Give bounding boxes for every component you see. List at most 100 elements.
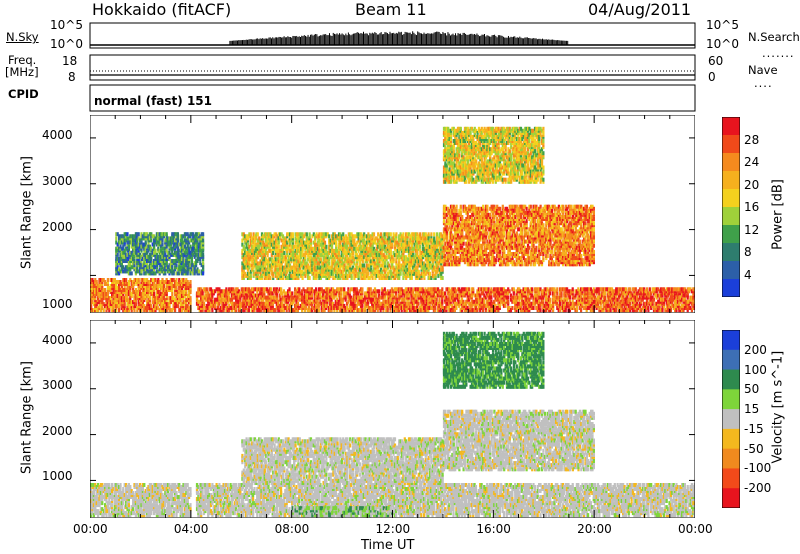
power-cell <box>494 295 497 300</box>
power-cell <box>636 293 639 298</box>
power-cell <box>253 242 257 247</box>
power-cell <box>424 306 427 310</box>
power-cell <box>262 240 265 245</box>
power-cell <box>312 306 315 310</box>
power-cell <box>626 299 629 304</box>
power-cell <box>241 242 244 247</box>
power-cell <box>251 238 254 243</box>
power-cell <box>377 232 380 237</box>
power-cell <box>343 236 346 241</box>
power-cell <box>675 301 678 306</box>
power-cell <box>651 303 654 308</box>
power-cell <box>261 303 264 308</box>
power-cell <box>659 295 663 300</box>
power-cell <box>277 289 280 294</box>
power-cell <box>309 248 313 253</box>
power-cell <box>372 261 376 266</box>
power-cell <box>299 293 302 298</box>
power-cell <box>504 293 507 298</box>
power-cell <box>575 308 578 313</box>
power-cell <box>276 276 279 280</box>
power-cell <box>575 291 578 296</box>
power-cell <box>309 293 312 298</box>
power-cell <box>284 293 287 298</box>
power-cell <box>300 253 303 258</box>
power-cell <box>216 301 220 306</box>
power-cell <box>136 306 139 311</box>
power-cell <box>139 302 142 307</box>
power-cell <box>281 267 285 272</box>
power-cell <box>652 306 656 310</box>
power-cell <box>353 257 356 262</box>
power-cell <box>324 306 328 310</box>
power-cell <box>474 306 478 310</box>
power-cell <box>259 301 262 306</box>
power-cell <box>533 293 536 298</box>
power-cell <box>290 244 293 249</box>
power-cell <box>270 287 273 292</box>
power-cell <box>287 255 290 260</box>
power-cell <box>390 293 393 298</box>
power-cell <box>438 293 441 298</box>
power-cell <box>560 297 563 302</box>
power-cell <box>400 303 403 308</box>
power-cell <box>654 301 657 306</box>
power-cell <box>325 276 328 280</box>
power-cell <box>431 293 434 298</box>
power-cell <box>578 295 581 300</box>
power-cell <box>245 255 248 260</box>
power-cell <box>264 303 267 308</box>
power-cell <box>259 271 262 276</box>
power-cell <box>335 234 338 239</box>
power-cell <box>301 263 304 268</box>
power-cell <box>188 296 191 301</box>
power-cell <box>302 295 305 300</box>
power-cell <box>219 295 222 300</box>
power-cell <box>574 289 577 294</box>
power-cell <box>112 288 115 292</box>
power-cell <box>378 242 381 247</box>
power-cell <box>252 303 255 308</box>
power-cell <box>253 263 257 268</box>
power-cell <box>364 269 367 274</box>
power-cell <box>526 308 529 313</box>
power-cell <box>285 291 288 296</box>
power-cell <box>204 293 207 298</box>
power-cell <box>111 278 114 282</box>
power-cell <box>501 287 504 292</box>
power-cell <box>325 248 328 253</box>
power-cell <box>657 287 660 292</box>
power-cell <box>160 298 163 303</box>
power-cell <box>235 287 238 292</box>
noise-search-legend-dots: ....... <box>762 46 795 60</box>
power-cell <box>272 273 275 278</box>
power-cell <box>271 301 274 306</box>
power-cell <box>629 293 632 298</box>
power-cell <box>676 299 679 304</box>
power-cell <box>329 299 332 304</box>
power-cell <box>319 293 322 298</box>
power-cell <box>460 299 464 304</box>
power-cell <box>294 291 297 296</box>
power-cell <box>326 273 329 278</box>
power-cell <box>395 293 398 298</box>
power-cell <box>375 251 378 255</box>
power-cell <box>469 293 472 298</box>
power-cell <box>295 303 298 308</box>
power-cell <box>305 265 308 270</box>
power-cell <box>525 287 528 292</box>
power-cell <box>160 304 163 309</box>
power-cell <box>316 253 320 258</box>
power-cell <box>263 301 266 306</box>
power-cell <box>195 301 199 306</box>
power-cell <box>361 308 364 313</box>
power-cell <box>111 308 114 313</box>
power-cell <box>270 293 273 298</box>
power-cell <box>186 294 189 298</box>
power-cell <box>439 289 442 294</box>
power-cell <box>151 308 154 313</box>
power-cell <box>309 257 313 262</box>
power-cell <box>622 287 625 292</box>
power-cell <box>400 299 403 304</box>
power-cell <box>115 280 118 284</box>
